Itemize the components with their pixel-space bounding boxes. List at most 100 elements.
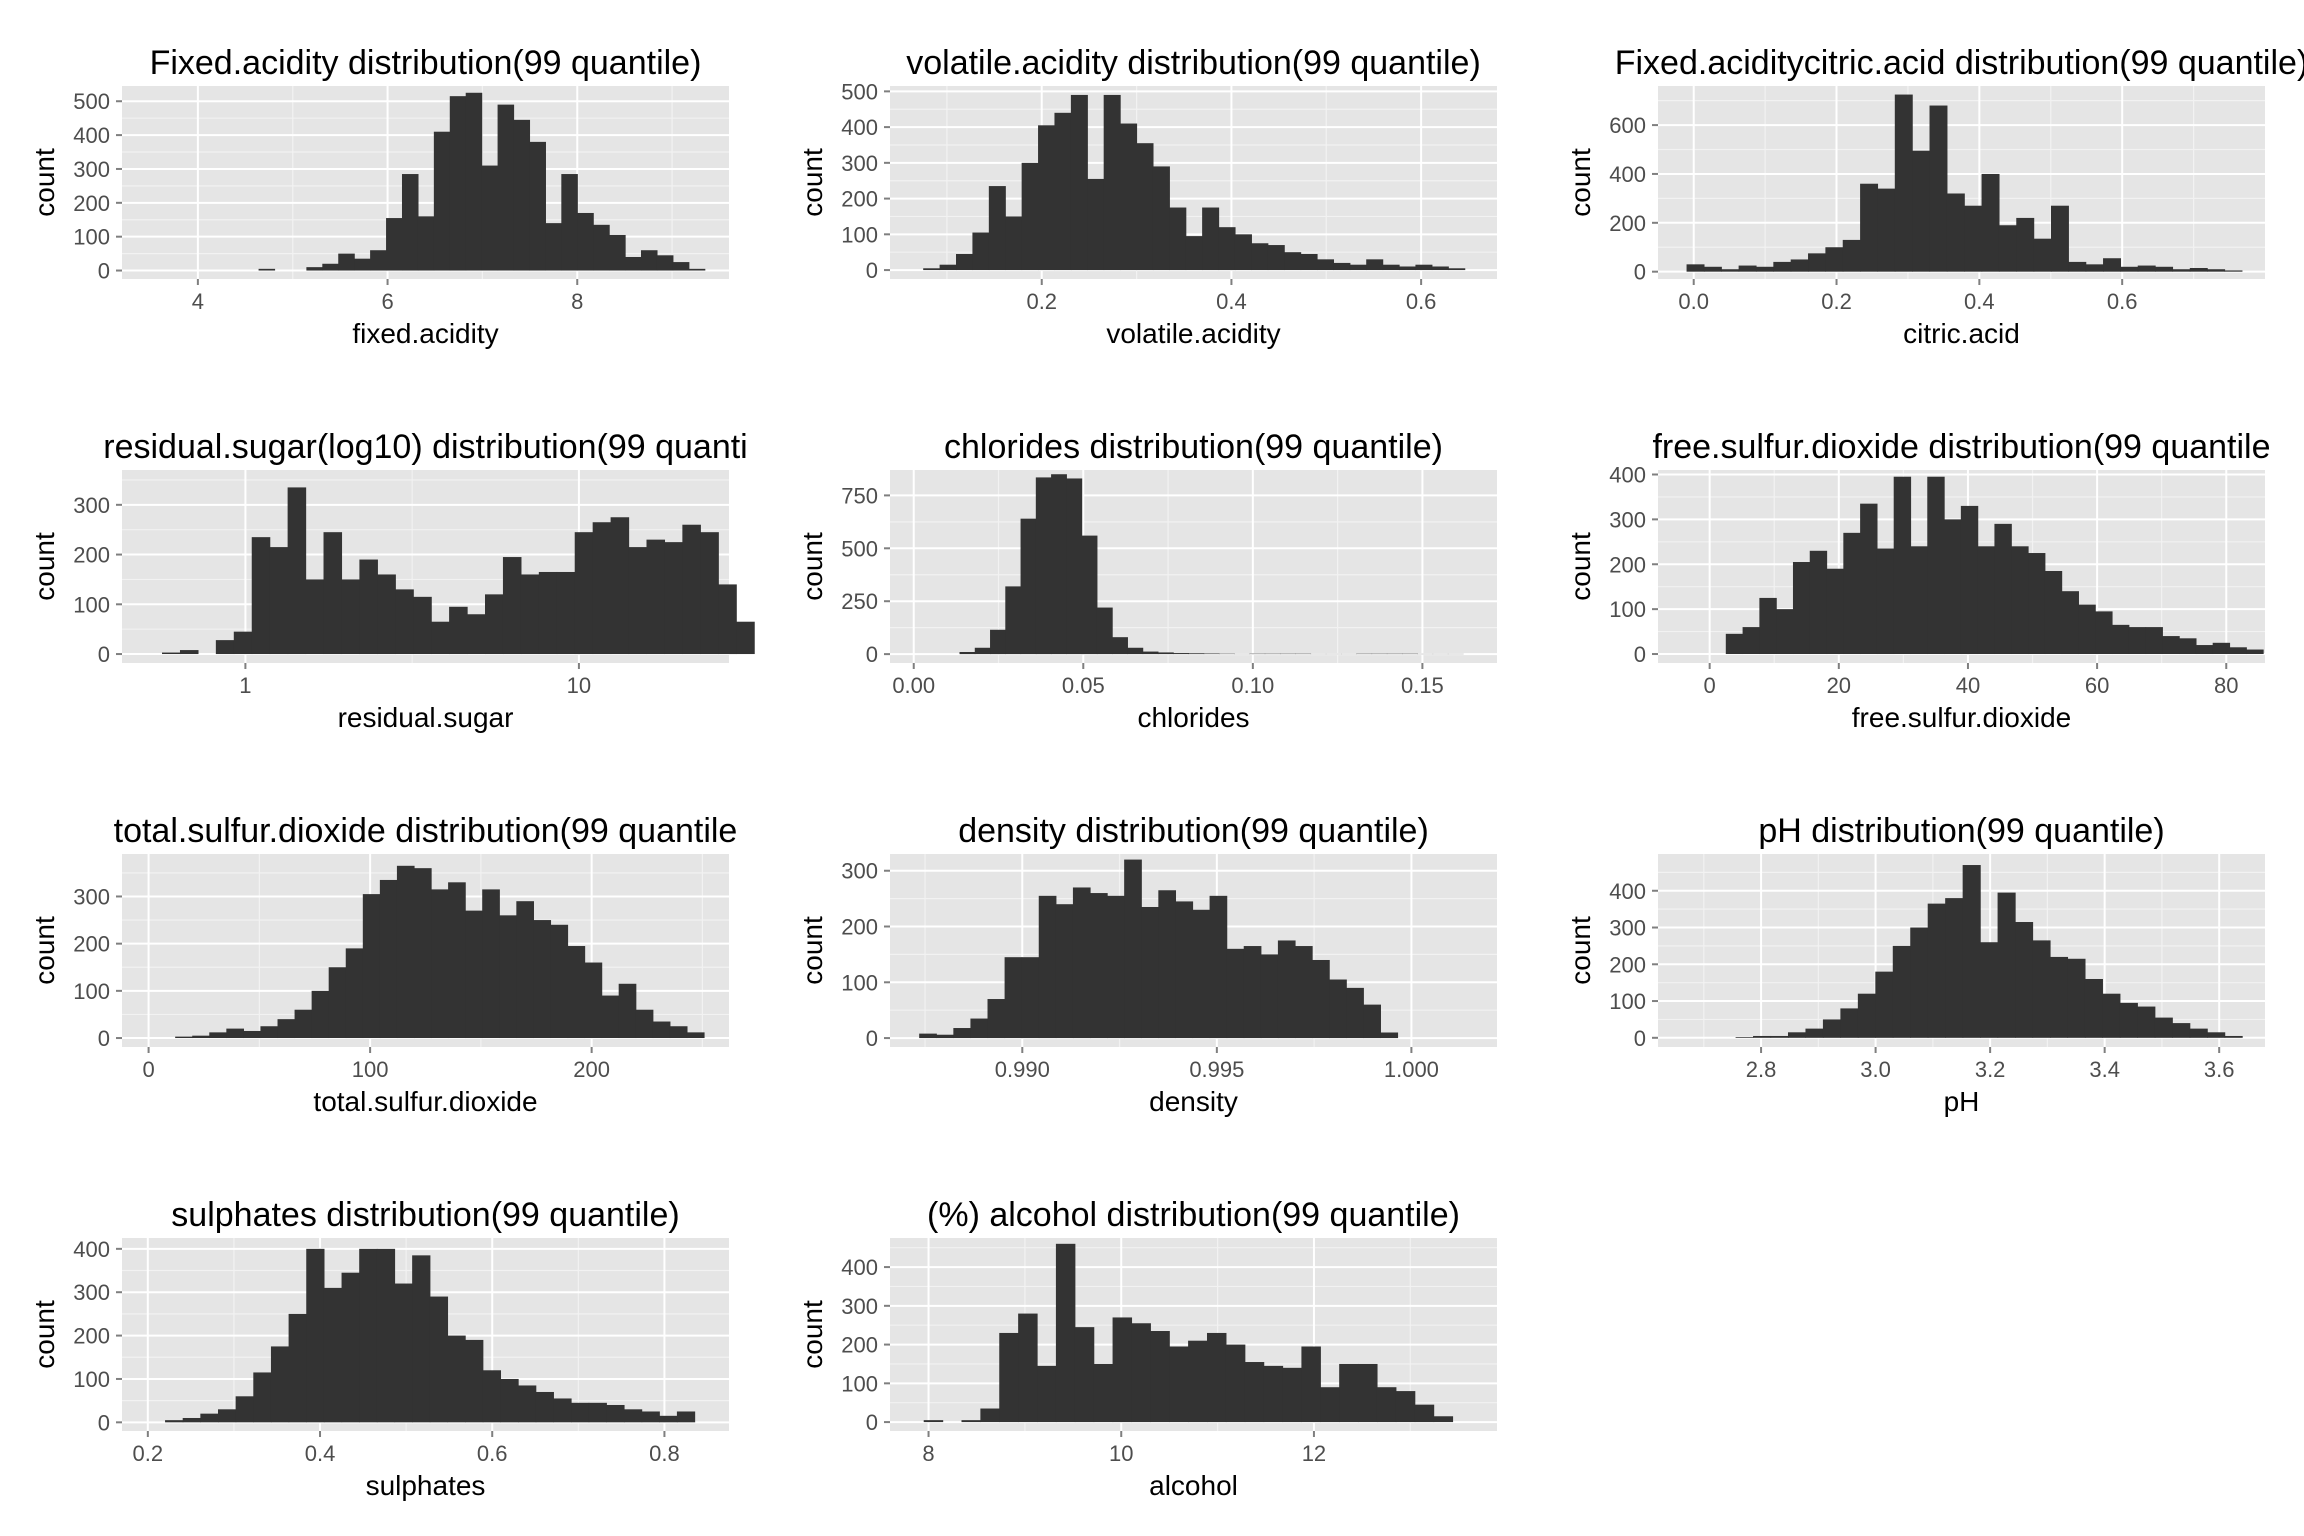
histogram-bar bbox=[1892, 945, 1911, 1038]
histogram-bar bbox=[251, 537, 271, 655]
histogram-bar bbox=[686, 1032, 705, 1039]
x-tick-label: 0.2 bbox=[1026, 289, 1057, 314]
histogram-bar bbox=[2033, 238, 2052, 272]
y-tick-label: 200 bbox=[1609, 552, 1646, 577]
histogram-bar bbox=[1876, 548, 1895, 655]
histogram-bar bbox=[1998, 225, 2017, 272]
x-tick-label: 0.8 bbox=[649, 1441, 680, 1466]
histogram-bar bbox=[2120, 266, 2139, 272]
histogram-bar bbox=[1431, 266, 1449, 271]
histogram-bar bbox=[1877, 188, 1896, 272]
histogram-bar bbox=[1363, 1004, 1381, 1039]
histogram-bar bbox=[2084, 978, 2103, 1038]
histogram-bar bbox=[584, 962, 603, 1039]
histogram-bar bbox=[1329, 979, 1347, 1039]
y-tick-label: 300 bbox=[841, 859, 878, 884]
x-tick-label: 0.2 bbox=[133, 1441, 164, 1466]
histogram-bar bbox=[2102, 993, 2121, 1038]
chart-title: pH distribution(99 quantile) bbox=[1758, 812, 2164, 850]
y-axis-label: count bbox=[1565, 148, 1596, 217]
histogram-bar bbox=[306, 1248, 325, 1423]
histogram-bar bbox=[2155, 266, 2174, 272]
chart-title: Fixed.aciditycitric.acid distribution(99… bbox=[1615, 44, 2304, 82]
x-tick-label: 0.10 bbox=[1231, 673, 1274, 698]
x-tick-label: 3.0 bbox=[1860, 1057, 1891, 1082]
histogram-bar bbox=[359, 1248, 378, 1423]
histogram-bar bbox=[376, 1248, 396, 1423]
histogram-bar bbox=[1946, 193, 1965, 272]
y-tick-label: 400 bbox=[841, 1255, 878, 1280]
histogram-bar bbox=[1721, 269, 1740, 272]
x-tick-label: 10 bbox=[1109, 1441, 1133, 1466]
histogram-bar bbox=[1141, 906, 1159, 1039]
y-tick-label: 0 bbox=[866, 1026, 878, 1051]
histogram-bar bbox=[467, 614, 486, 655]
x-tick-label: 0.0 bbox=[1678, 289, 1709, 314]
histogram-bar bbox=[533, 920, 552, 1039]
histogram-bar bbox=[1840, 1008, 1859, 1038]
y-tick-label: 200 bbox=[1609, 211, 1646, 236]
histogram-bar bbox=[2128, 627, 2147, 655]
histogram-bar bbox=[939, 264, 957, 271]
histogram-bar bbox=[1112, 637, 1128, 655]
histogram-bar bbox=[401, 174, 419, 271]
chart-title: residual.sugar(log10) distribution(99 qu… bbox=[103, 428, 748, 466]
histogram-bar bbox=[482, 1370, 502, 1423]
histogram-bar bbox=[2032, 940, 2051, 1038]
histogram-bar bbox=[640, 250, 658, 271]
histogram-bar bbox=[1808, 253, 1826, 272]
histogram-bar bbox=[659, 1415, 678, 1423]
histogram-bar bbox=[502, 557, 522, 655]
histogram-bar bbox=[2224, 270, 2243, 272]
histogram-bar bbox=[1301, 1346, 1321, 1423]
histogram-bar bbox=[1087, 178, 1105, 271]
histogram-bar bbox=[277, 1019, 296, 1039]
histogram-bar bbox=[386, 218, 403, 271]
y-tick-label: 100 bbox=[73, 225, 110, 250]
histogram-bar bbox=[395, 589, 414, 655]
histogram-bar bbox=[2044, 570, 2063, 655]
histogram-bar bbox=[305, 579, 325, 655]
x-tick-label: 0.05 bbox=[1062, 673, 1105, 698]
x-tick-label: 0.995 bbox=[1189, 1057, 1244, 1082]
histogram-bar bbox=[1395, 1391, 1416, 1423]
histogram-bar bbox=[2015, 922, 2034, 1038]
histogram-bar bbox=[1910, 927, 1929, 1038]
histogram-bar bbox=[652, 1021, 671, 1039]
histogram-bar bbox=[1755, 266, 1774, 272]
histogram-bar bbox=[588, 1402, 607, 1423]
histogram-bar bbox=[370, 250, 387, 271]
histogram-bar bbox=[1399, 266, 1417, 271]
y-tick-label: 200 bbox=[841, 187, 878, 212]
x-tick-label: 20 bbox=[1827, 673, 1851, 698]
chart-title: (%) alcohol distribution(99 quantile) bbox=[927, 1196, 1460, 1234]
histogram-bar bbox=[609, 234, 626, 271]
histogram-bar bbox=[1912, 150, 1931, 272]
histogram-bar bbox=[1822, 1019, 1841, 1038]
histogram-bar bbox=[341, 1272, 360, 1423]
histogram-bar bbox=[2172, 269, 2191, 272]
histogram-bar bbox=[1175, 901, 1194, 1039]
histogram-bar bbox=[561, 174, 578, 271]
histogram-bar bbox=[182, 1417, 201, 1423]
histogram-bar bbox=[970, 1018, 989, 1039]
histogram-bar bbox=[2195, 645, 2214, 655]
histogram-bar bbox=[429, 1296, 449, 1423]
histogram-bar bbox=[2050, 205, 2069, 272]
y-tick-label: 300 bbox=[73, 157, 110, 182]
x-axis-label: free.sulfur.dioxide bbox=[1852, 702, 2071, 733]
x-tick-label: 80 bbox=[2214, 673, 2238, 698]
histogram-bar bbox=[2111, 624, 2130, 655]
y-axis-label: count bbox=[29, 916, 60, 985]
y-tick-label: 100 bbox=[841, 1371, 878, 1396]
histogram-bar bbox=[646, 539, 666, 655]
histogram-bar bbox=[1074, 1327, 1095, 1423]
histogram-bar bbox=[2085, 264, 2104, 272]
plot-background bbox=[890, 470, 1497, 663]
histogram-bar bbox=[513, 119, 531, 271]
histogram-bar bbox=[2011, 546, 2029, 655]
histogram-bar bbox=[2246, 649, 2264, 655]
histogram-svg: 0.990 0.995 1.000 0 100 200 300 density distrib… bbox=[797, 812, 1497, 1117]
histogram-bar bbox=[1038, 125, 1056, 271]
histogram-bar bbox=[1977, 546, 1996, 655]
